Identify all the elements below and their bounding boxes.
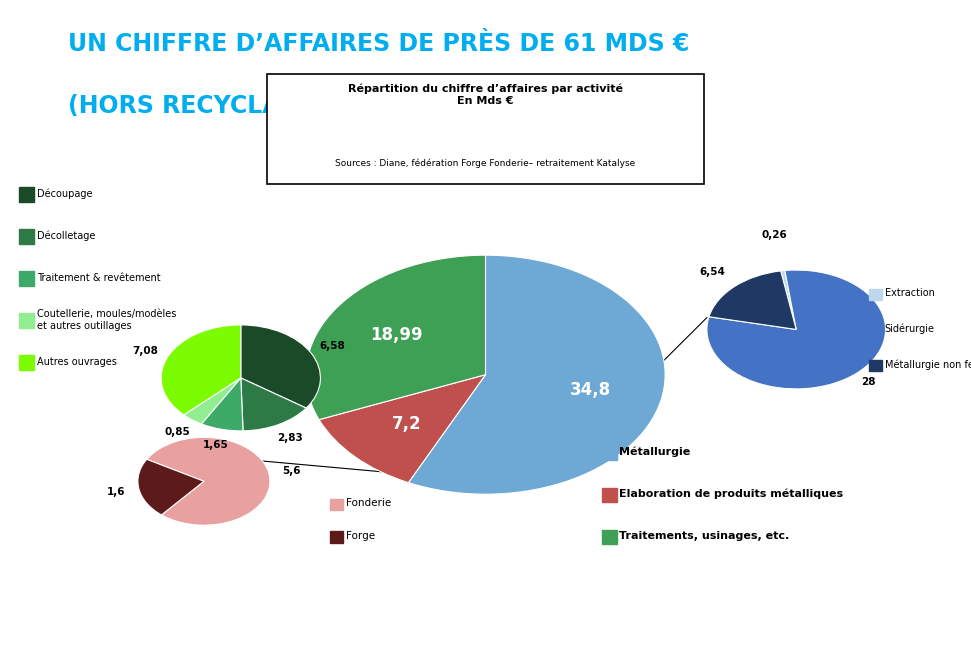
Bar bbox=[19, 271, 34, 286]
Text: Coutellerie, moules/modèles
et autres outillages: Coutellerie, moules/modèles et autres ou… bbox=[37, 309, 177, 331]
Bar bbox=[869, 324, 882, 336]
Text: Métallurgie: Métallurgie bbox=[619, 447, 690, 457]
Text: Décolletage: Décolletage bbox=[37, 231, 95, 241]
Bar bbox=[602, 488, 617, 502]
Bar bbox=[869, 289, 882, 300]
Bar bbox=[19, 313, 34, 328]
Text: Traitements, usinages, etc.: Traitements, usinages, etc. bbox=[619, 531, 789, 541]
Text: 5,6: 5,6 bbox=[283, 466, 301, 476]
Wedge shape bbox=[409, 255, 665, 494]
Text: 28: 28 bbox=[861, 377, 876, 387]
Text: Traitement & revêtement: Traitement & revêtement bbox=[37, 273, 160, 283]
Wedge shape bbox=[241, 378, 306, 431]
Text: 0,26: 0,26 bbox=[762, 231, 787, 240]
Wedge shape bbox=[709, 271, 796, 329]
Bar bbox=[19, 355, 34, 370]
Text: Métallurgie non ferreuse: Métallurgie non ferreuse bbox=[885, 359, 971, 370]
Wedge shape bbox=[184, 378, 241, 424]
Text: 0,85: 0,85 bbox=[165, 428, 190, 437]
Text: 6,54: 6,54 bbox=[700, 267, 725, 276]
Wedge shape bbox=[319, 375, 486, 483]
Text: 7,08: 7,08 bbox=[132, 346, 158, 356]
Text: Fonderie: Fonderie bbox=[346, 498, 391, 508]
Text: 1,65: 1,65 bbox=[203, 440, 228, 450]
Text: 34,8: 34,8 bbox=[570, 381, 611, 399]
Wedge shape bbox=[707, 270, 886, 389]
Text: Sources : Diane, fédération Forge Fonderie– retraitement Katalyse: Sources : Diane, fédération Forge Fonder… bbox=[335, 158, 636, 168]
Bar bbox=[869, 360, 882, 371]
Wedge shape bbox=[781, 271, 796, 329]
Text: Extraction: Extraction bbox=[885, 288, 934, 298]
Text: 1,6: 1,6 bbox=[107, 486, 125, 497]
Text: Répartition du chiffre d’affaires par activité
En Mds €: Répartition du chiffre d’affaires par ac… bbox=[348, 84, 623, 106]
Bar bbox=[19, 229, 34, 244]
Wedge shape bbox=[161, 325, 241, 415]
Bar bbox=[330, 531, 343, 543]
Wedge shape bbox=[201, 378, 243, 431]
Wedge shape bbox=[306, 255, 486, 420]
Text: 6,58: 6,58 bbox=[319, 341, 346, 351]
Text: 2,83: 2,83 bbox=[278, 433, 303, 443]
Text: UN CHIFFRE D’AFFAIRES DE PRÈS DE 61 MDS €: UN CHIFFRE D’AFFAIRES DE PRÈS DE 61 MDS … bbox=[68, 32, 689, 56]
Text: (HORS RECYCLAGE): (HORS RECYCLAGE) bbox=[68, 94, 326, 118]
Text: 18,99: 18,99 bbox=[370, 326, 422, 344]
Bar bbox=[602, 446, 617, 460]
Wedge shape bbox=[138, 459, 204, 515]
Wedge shape bbox=[241, 325, 320, 408]
Bar bbox=[330, 499, 343, 510]
Bar bbox=[19, 187, 34, 202]
FancyBboxPatch shape bbox=[267, 74, 704, 184]
Text: Forge: Forge bbox=[346, 530, 375, 541]
Text: Elaboration de produits métalliques: Elaboration de produits métalliques bbox=[619, 489, 844, 499]
Text: Sidérurgie: Sidérurgie bbox=[885, 324, 934, 334]
Text: 7,2: 7,2 bbox=[392, 415, 422, 433]
Text: Découpage: Découpage bbox=[37, 189, 92, 199]
Text: Autres ouvrages: Autres ouvrages bbox=[37, 357, 117, 367]
Bar bbox=[602, 530, 617, 544]
Wedge shape bbox=[147, 437, 270, 525]
